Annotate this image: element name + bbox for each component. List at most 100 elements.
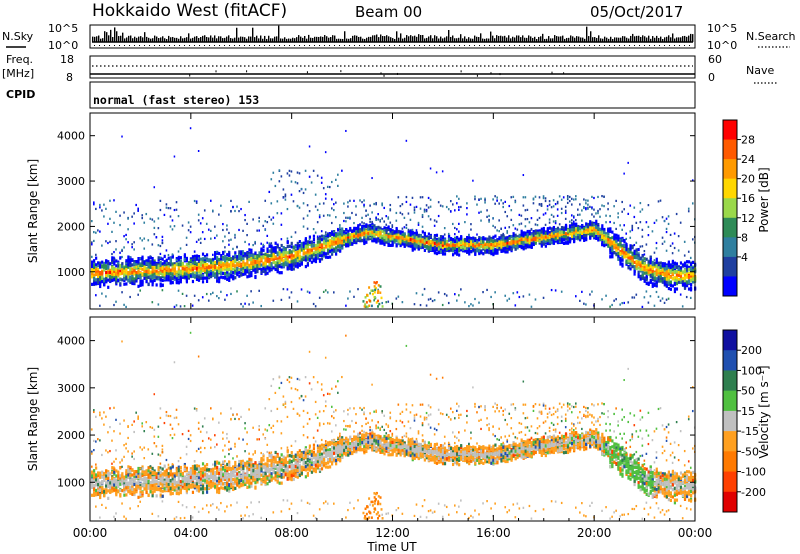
- echo-cell: [268, 242, 271, 245]
- echo-cell: [97, 261, 100, 265]
- echo-cell: [449, 248, 453, 252]
- nsearch-dot: [339, 45, 340, 46]
- echo-cell: [560, 240, 564, 244]
- echo-cell: [540, 234, 543, 238]
- echo-cell: [536, 231, 539, 235]
- echo-cell: [449, 244, 453, 248]
- echo-cell: [415, 243, 418, 247]
- nsky-bar: [258, 38, 260, 42]
- echo-cell: [445, 294, 448, 297]
- echo-cell: [220, 253, 223, 258]
- echo-cell: [411, 236, 414, 240]
- echo-cell: [153, 186, 156, 189]
- echo-cell: [236, 269, 239, 273]
- nsearch-dot: [659, 45, 660, 46]
- echo-cell: [183, 270, 186, 274]
- echo-cell: [141, 267, 144, 271]
- echo-cell: [328, 249, 332, 253]
- echo-cell: [369, 204, 371, 207]
- echo-cell: [526, 217, 529, 221]
- echo-cell: [242, 258, 245, 262]
- echo-cell: [135, 259, 138, 264]
- echo-cell: [361, 221, 363, 224]
- echo-cell: [306, 242, 309, 246]
- echo-cell: [93, 280, 96, 284]
- echo-cell: [234, 264, 237, 268]
- echo-cell: [546, 230, 549, 234]
- echo-cell: [272, 246, 275, 250]
- nsky-bar: [662, 38, 664, 42]
- echo-cell: [187, 276, 191, 280]
- echo-cell: [447, 232, 450, 236]
- echo-cell: [280, 175, 283, 178]
- echo-cell: [554, 202, 557, 206]
- echo-cell: [171, 266, 174, 271]
- echo-cell: [320, 247, 324, 251]
- echo-cell: [326, 291, 329, 294]
- echo-cell: [189, 260, 193, 265]
- echo-cell: [280, 254, 283, 258]
- echo-cell: [474, 297, 476, 301]
- echo-cell: [314, 205, 317, 208]
- echo-cell: [345, 239, 348, 243]
- echo-cell: [296, 252, 299, 256]
- echo-cell: [224, 256, 227, 261]
- nsky-bar: [136, 37, 138, 42]
- echo-cell: [562, 226, 566, 230]
- echo-cell: [161, 289, 164, 292]
- echo-cell: [173, 208, 176, 212]
- echo-cell: [306, 249, 309, 253]
- echo-cell: [201, 266, 205, 270]
- echo-cell: [397, 229, 400, 234]
- echo-cell: [341, 227, 344, 231]
- echo-cell: [165, 263, 168, 267]
- echo-cell: [468, 234, 470, 237]
- nsky-bar: [406, 35, 408, 42]
- nsky-bar: [580, 37, 582, 42]
- echo-cell: [300, 248, 303, 252]
- echo-cell: [195, 240, 198, 243]
- echo-cell: [199, 263, 203, 267]
- echo-cell: [502, 205, 505, 209]
- echo-cell: [316, 255, 320, 259]
- echo-cell: [171, 264, 174, 268]
- nsky-bar: [496, 35, 498, 42]
- echo-cell: [290, 180, 293, 183]
- echo-cell: [230, 238, 232, 241]
- echo-cell: [123, 303, 125, 306]
- echo-cell: [391, 241, 394, 245]
- echo-cell: [409, 238, 412, 242]
- echo-cell: [193, 199, 196, 203]
- echo-cell: [320, 243, 324, 247]
- nsearch-dot: [194, 45, 195, 46]
- echo-cell: [528, 221, 531, 224]
- echo-cell: [284, 195, 287, 198]
- echo-cell: [254, 267, 257, 271]
- nsky-bar: [504, 35, 506, 42]
- echo-cell: [133, 212, 135, 215]
- nsearch-dot: [399, 45, 400, 46]
- echo-cell: [214, 268, 217, 272]
- echo-cell: [486, 288, 488, 292]
- nsky-bar: [120, 35, 122, 42]
- nsky-tick-top: 10^5: [48, 22, 78, 35]
- echo-cell: [173, 277, 176, 281]
- nsky-bar: [480, 33, 482, 42]
- echo-cell: [353, 229, 356, 233]
- echo-cell: [560, 198, 563, 201]
- echo-cell: [139, 289, 142, 292]
- echo-cell: [115, 240, 117, 243]
- echo-cell: [538, 203, 541, 206]
- echo-cell: [224, 275, 227, 279]
- echo-cell: [337, 241, 340, 245]
- nsearch-dot: [114, 45, 115, 46]
- echo-cell: [280, 262, 283, 266]
- echo-cell: [365, 225, 368, 229]
- echo-cell: [278, 257, 281, 262]
- nsky-bar: [514, 37, 516, 42]
- echo-cell: [123, 246, 125, 249]
- echo-cell: [169, 259, 172, 263]
- echo-cell: [466, 247, 469, 251]
- echo-cell: [137, 259, 140, 264]
- nsky-bar: [326, 36, 328, 42]
